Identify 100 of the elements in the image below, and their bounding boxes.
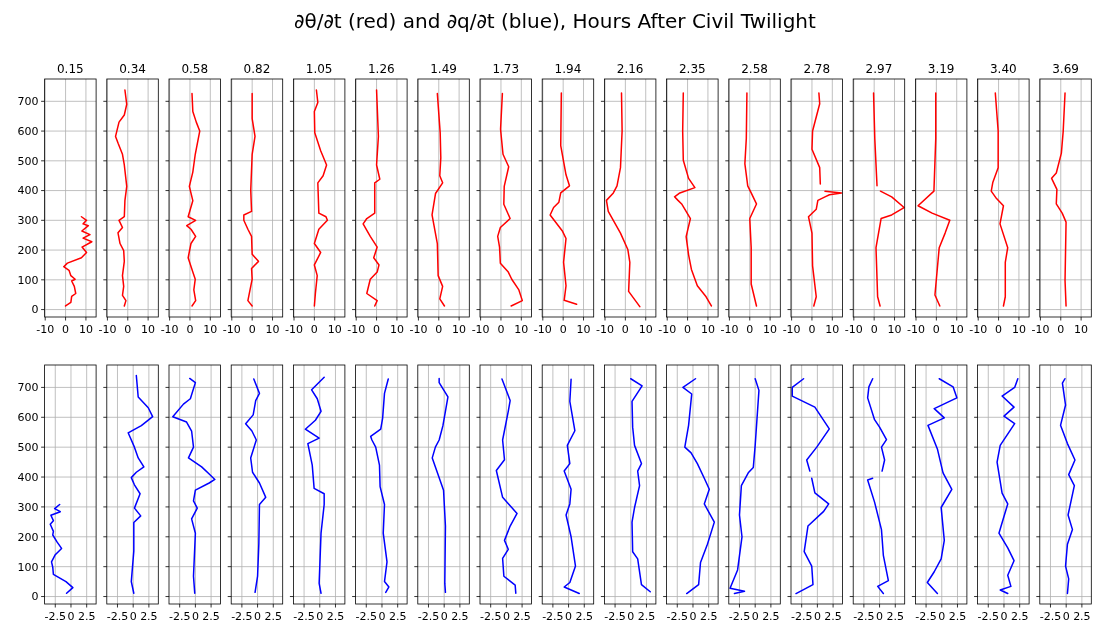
x-tick-label: 2.5: [202, 610, 220, 623]
x-tick-label: 0: [559, 323, 567, 336]
x-tick-label: 0: [373, 323, 381, 336]
x-tick-label: 0: [995, 323, 1003, 336]
x-tick-label: 0: [124, 323, 132, 336]
x-tick-label: 0: [1000, 610, 1008, 623]
x-tick-label: 10: [389, 323, 404, 336]
x-tick-label: -2.5: [231, 610, 253, 623]
x-tick-label: -10: [969, 323, 988, 336]
x-tick-label: 0: [129, 610, 137, 623]
x-tick-label: 2.5: [140, 610, 158, 623]
chart-title: 2.97: [865, 62, 893, 76]
x-tick-label: 10: [265, 323, 280, 336]
x-tick-label: -2.5: [479, 610, 502, 623]
x-tick-label: 2.5: [388, 610, 407, 623]
x-tick-label: 0: [316, 610, 324, 623]
x-tick-label: 0: [751, 610, 759, 623]
x-tick-label: 0: [808, 323, 816, 336]
x-tick-label: 10: [638, 323, 653, 336]
x-tick-label: 10: [825, 323, 840, 336]
x-tick-label: -10: [720, 323, 739, 336]
x-tick-label: 0: [186, 323, 194, 336]
x-tick-label: 10: [887, 323, 902, 336]
chart-title: 2.35: [678, 62, 706, 76]
y-tick-label: 100: [17, 560, 39, 574]
x-tick-label: -2.5: [293, 610, 315, 623]
x-tick-label: 0: [565, 610, 573, 623]
x-tick-label: -2.5: [1039, 610, 1062, 623]
x-tick-label: -2.5: [666, 610, 689, 623]
x-tick-label: 0: [310, 323, 318, 336]
x-tick-label: 0: [876, 610, 884, 623]
x-tick-label: 0: [254, 610, 262, 623]
x-tick-label: -2.5: [106, 610, 129, 623]
x-tick-label: 2.5: [637, 610, 656, 623]
x-tick-label: 10: [327, 323, 342, 336]
x-tick-label: -10: [222, 323, 241, 336]
y-tick-label: 600: [17, 411, 39, 425]
x-tick-label: -10: [907, 323, 925, 336]
y-tick-label: 700: [17, 95, 39, 109]
x-tick-label: -10: [1031, 323, 1050, 336]
x-tick-label: 0: [746, 323, 754, 336]
x-tick-label: 0: [627, 610, 635, 623]
x-tick-label: 10: [203, 323, 218, 336]
x-tick-label: 2.5: [264, 610, 283, 623]
y-tick-label: 400: [17, 184, 39, 198]
x-tick-label: 0: [1057, 323, 1065, 336]
x-tick-label: 0: [497, 323, 505, 336]
x-tick-label: 2.5: [575, 610, 594, 623]
x-tick-label: 0: [813, 610, 821, 623]
chart-title: 1.05: [305, 62, 333, 76]
y-tick-label: 100: [17, 273, 39, 287]
chart-title: 0.82: [243, 62, 271, 76]
x-tick-label: 10: [700, 323, 715, 336]
x-tick-label: 10: [78, 323, 93, 336]
chart-title: 3.19: [927, 62, 955, 76]
x-tick-label: -10: [347, 323, 366, 336]
x-tick-label: 0: [932, 323, 940, 336]
y-tick-label: 500: [17, 154, 39, 168]
x-tick-label: 0: [248, 323, 256, 336]
x-tick-label: 10: [949, 323, 964, 336]
chart-title: 2.16: [616, 62, 644, 76]
y-tick-label: 400: [17, 470, 39, 484]
chart-title: 0.34: [119, 62, 146, 76]
y-tick-label: 300: [17, 214, 39, 228]
x-tick-label: 10: [763, 323, 778, 336]
y-tick-label: 700: [17, 381, 39, 395]
chart-title: 1.49: [430, 62, 457, 76]
x-tick-label: -10: [658, 323, 677, 336]
x-tick-label: 2.5: [451, 610, 469, 623]
x-tick-label: -2.5: [44, 610, 67, 623]
chart-title: 0.58: [181, 62, 209, 76]
x-tick-label: -10: [844, 323, 863, 336]
x-tick-label: -10: [285, 323, 303, 336]
x-tick-label: 2.5: [326, 610, 345, 623]
x-tick-label: -2.5: [915, 610, 937, 623]
x-tick-label: -2.5: [355, 610, 378, 623]
text: ∂θ/∂t (red) and ∂q/∂t (blue), Hours After Civil Twilight: [294, 9, 817, 33]
y-tick-label: 300: [17, 500, 39, 514]
x-tick-label: 2.5: [699, 610, 718, 623]
y-tick-label: 200: [17, 530, 39, 544]
x-tick-label: 2.5: [77, 610, 96, 623]
x-tick-label: 0: [62, 323, 70, 336]
x-tick-label: 10: [452, 323, 467, 336]
line-series: [62, 215, 93, 307]
chart-title: 2.58: [741, 62, 768, 76]
chart-title: 3.40: [989, 62, 1017, 76]
chart-title: 0.15: [56, 62, 84, 76]
chart-title: 2.78: [803, 62, 831, 76]
x-tick-label: 0: [191, 610, 199, 623]
y-tick-label: 500: [17, 441, 39, 455]
x-tick-label: 0: [870, 323, 878, 336]
x-tick-label: -2.5: [168, 610, 191, 623]
x-tick-label: 2.5: [762, 610, 780, 623]
line-series: [49, 503, 74, 594]
x-tick-label: -10: [36, 323, 55, 336]
x-tick-label: -10: [471, 323, 490, 336]
x-tick-label: 10: [1011, 323, 1026, 336]
x-tick-label: 0: [440, 610, 448, 623]
chart-title: 1.94: [554, 62, 582, 76]
x-tick-label: 0: [684, 323, 692, 336]
